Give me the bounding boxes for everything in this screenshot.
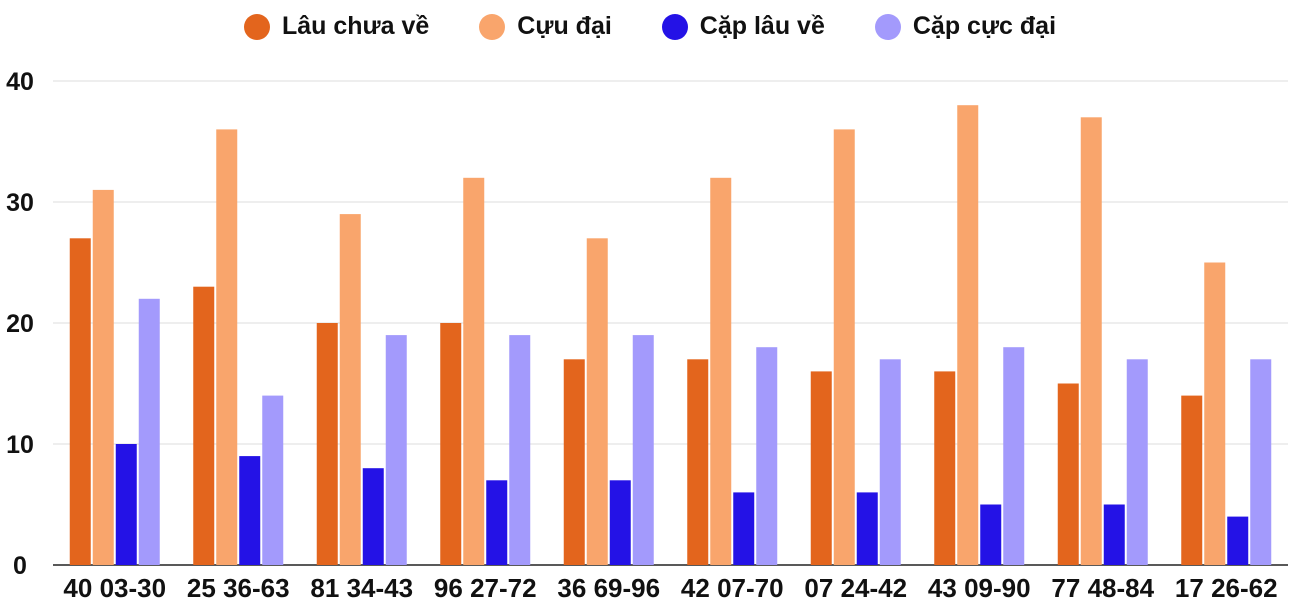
bar — [687, 359, 709, 565]
legend-label: Lâu chưa về — [281, 12, 430, 40]
legend-item-cuu-dai: Cựu đại — [479, 12, 612, 41]
x-tick-label: 07 24-42 — [804, 573, 907, 600]
bar — [1204, 262, 1226, 565]
x-tick-label: 40 03-30 — [63, 573, 166, 600]
bar — [1227, 516, 1249, 565]
y-tick-label: 40 — [6, 68, 34, 96]
legend: Lâu chưa về Cựu đại Cặp lâu về Cặp cực đ… — [0, 12, 1300, 41]
bar — [385, 335, 407, 565]
bar — [216, 129, 238, 565]
bar — [1103, 504, 1125, 565]
x-tick-label: 77 48-84 — [1051, 573, 1154, 600]
legend-item-cap-cuc-dai: Cặp cực đại — [874, 12, 1057, 41]
x-tick-label: 81 34-43 — [310, 573, 413, 600]
bar — [563, 359, 585, 565]
x-tick-label: 43 09-90 — [928, 573, 1031, 600]
bar — [879, 359, 901, 565]
bar — [339, 214, 361, 565]
bar — [980, 504, 1002, 565]
bar — [138, 298, 160, 565]
bar — [632, 335, 654, 565]
bar — [810, 371, 832, 565]
bar — [957, 105, 979, 565]
bar — [239, 456, 261, 565]
bar — [934, 371, 956, 565]
bar — [1080, 117, 1102, 566]
legend-item-lau-chua-ve: Lâu chưa về — [243, 12, 430, 41]
y-tick-label: 10 — [6, 431, 34, 459]
legend-swatch — [874, 13, 901, 40]
y-tick-label: 30 — [6, 189, 34, 217]
legend-swatch — [243, 13, 270, 40]
bar — [1003, 347, 1025, 565]
x-tick-label: 36 69-96 — [557, 573, 660, 600]
bar — [262, 395, 284, 565]
legend-item-cap-lau-ve: Cặp lâu về — [661, 12, 825, 41]
bar — [1250, 359, 1272, 565]
x-tick-label: 96 27-72 — [434, 573, 537, 600]
y-tick-label: 0 — [13, 552, 27, 580]
bar — [69, 238, 91, 566]
bar — [316, 323, 338, 565]
bar — [856, 492, 878, 565]
bar — [756, 347, 778, 565]
bar — [710, 177, 732, 566]
bar — [1057, 383, 1079, 565]
bar — [586, 238, 608, 566]
bar — [115, 444, 137, 565]
bar — [440, 323, 462, 565]
legend-label: Cặp cực đại — [912, 12, 1057, 40]
bar — [463, 177, 485, 566]
bar — [509, 335, 531, 565]
x-tick-label: 42 07-70 — [681, 573, 784, 600]
legend-swatch — [661, 13, 688, 40]
bar — [733, 492, 755, 565]
legend-label: Cựu đại — [517, 12, 612, 40]
legend-swatch — [479, 13, 506, 40]
bar — [833, 129, 855, 565]
x-tick-label: 25 36-63 — [187, 573, 290, 600]
bar — [609, 480, 631, 565]
x-tick-label: 17 26-62 — [1175, 573, 1278, 600]
bar — [1126, 359, 1148, 565]
bar — [193, 286, 215, 565]
legend-label: Cặp lâu về — [699, 12, 825, 40]
bar — [92, 189, 114, 565]
bar — [362, 468, 384, 565]
bar — [486, 480, 508, 565]
bar — [1181, 395, 1203, 565]
y-tick-label: 20 — [6, 310, 34, 338]
